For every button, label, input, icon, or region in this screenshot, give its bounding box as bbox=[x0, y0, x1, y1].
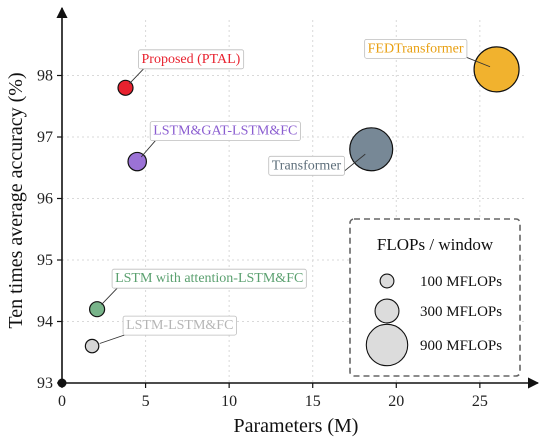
x-tick-label: 25 bbox=[472, 393, 488, 410]
y-tick-label: 95 bbox=[37, 252, 53, 269]
data-label-box bbox=[122, 315, 237, 336]
data-point bbox=[117, 79, 134, 96]
data-point bbox=[84, 338, 100, 354]
y-tick-label: 93 bbox=[37, 375, 53, 392]
x-tick-label: 5 bbox=[142, 393, 150, 410]
x-tick-label: 10 bbox=[221, 393, 237, 410]
leader-line bbox=[140, 138, 158, 158]
data-point-group: LSTM&GAT-LSTM&FC bbox=[127, 121, 301, 172]
ticks: 0 5 10 15 20 25 93 94 95 96 97 98 bbox=[37, 68, 488, 411]
data-label: LSTM&GAT-LSTM&FC bbox=[153, 124, 297, 139]
legend-label: 100 MFLOPs bbox=[420, 274, 502, 290]
legend-swatch bbox=[374, 298, 400, 324]
y-tick-label: 97 bbox=[37, 129, 53, 146]
data-point bbox=[473, 46, 520, 93]
data-point-group: Proposed (PTAL) bbox=[117, 49, 245, 96]
y-axis-title: Ten times average accuracy (%) bbox=[5, 72, 27, 328]
leader-line bbox=[341, 153, 366, 174]
data-point bbox=[88, 301, 106, 318]
legend: FLOPs / window 100 MFLOPs 300 MFLOPs 900 MF… bbox=[349, 218, 521, 377]
data-points: Proposed (PTAL) LSTM&GAT-LSTM&FC LSTM with… bbox=[84, 38, 520, 354]
leader-line bbox=[463, 55, 491, 68]
axes bbox=[56, 6, 540, 389]
y-tick-label: 94 bbox=[37, 314, 53, 331]
data-point-group: LSTM-LSTM&FC bbox=[84, 315, 237, 354]
data-label-box bbox=[364, 38, 468, 59]
data-label: Proposed (PTAL) bbox=[142, 52, 241, 67]
y-tick-label: 96 bbox=[37, 191, 53, 208]
leader-line bbox=[129, 66, 146, 84]
y-tick-label: 98 bbox=[37, 68, 53, 85]
x-tick-label: 20 bbox=[388, 393, 404, 410]
data-label: Transformer bbox=[272, 158, 342, 173]
legend-label: 300 MFLOPs bbox=[420, 304, 502, 320]
data-point-group: LSTM with attention-LSTM&FC bbox=[88, 268, 307, 318]
data-label: LSTM with attention-LSTM&FC bbox=[115, 271, 303, 286]
legend-swatch bbox=[365, 323, 409, 367]
data-point bbox=[127, 151, 147, 172]
data-point-group: Transformer bbox=[268, 127, 394, 176]
data-point-group: FEDTransformer bbox=[364, 38, 520, 93]
data-label-box bbox=[149, 121, 301, 142]
data-point bbox=[349, 127, 394, 172]
x-tick-label: 15 bbox=[305, 393, 321, 410]
leader-line bbox=[101, 285, 120, 305]
x-tick-label: 0 bbox=[58, 393, 66, 410]
data-label-box bbox=[268, 155, 345, 176]
data-label: FEDTransformer bbox=[368, 41, 464, 56]
x-axis-title: Parameters (M) bbox=[234, 415, 359, 437]
data-label: LSTM-LSTM&FC bbox=[126, 318, 233, 333]
legend-label: 900 MFLOPs bbox=[420, 338, 502, 354]
data-label-box bbox=[111, 268, 307, 289]
data-label-box bbox=[138, 49, 245, 70]
legend-swatch bbox=[379, 273, 395, 289]
legend-title: FLOPs / window bbox=[377, 235, 494, 254]
